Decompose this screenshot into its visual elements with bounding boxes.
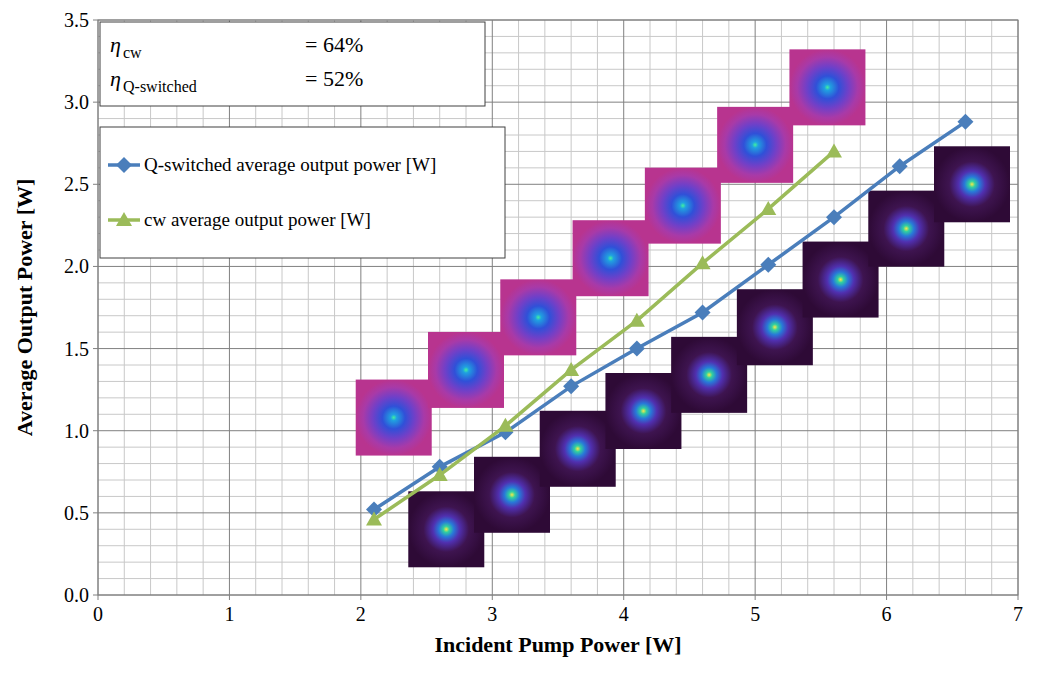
plot-frame bbox=[98, 20, 1018, 595]
tick-label: 3 bbox=[487, 603, 497, 625]
axis-title: Average Output Power [W] bbox=[12, 179, 37, 437]
data-point bbox=[497, 418, 513, 432]
data-point bbox=[563, 378, 579, 394]
tick-mark bbox=[1018, 595, 1019, 600]
data-point bbox=[366, 511, 382, 525]
data-point bbox=[695, 255, 711, 269]
grid bbox=[98, 20, 1018, 595]
tick-mark bbox=[93, 102, 98, 103]
annotation-symbol: η bbox=[110, 32, 121, 57]
annotation-symbol: η bbox=[110, 66, 121, 91]
beam-profile bbox=[868, 191, 944, 267]
data-point bbox=[957, 114, 973, 130]
tick-mark bbox=[93, 512, 98, 513]
data-point bbox=[760, 201, 776, 215]
tick-mark bbox=[93, 595, 98, 596]
tick-mark bbox=[93, 348, 98, 349]
tick-mark bbox=[755, 595, 756, 600]
data-point bbox=[432, 467, 448, 481]
beam-profile bbox=[803, 242, 879, 318]
tick-mark bbox=[93, 20, 98, 21]
beam-profile bbox=[717, 107, 793, 183]
data-point bbox=[629, 313, 645, 327]
axis-title: Incident Pump Power [W] bbox=[434, 632, 681, 657]
minor-grid-line bbox=[98, 496, 1018, 497]
tick-label: 2.5 bbox=[64, 173, 89, 195]
tick-mark bbox=[93, 266, 98, 267]
annotation-subscript: Q-switched bbox=[123, 78, 197, 95]
data-point bbox=[695, 304, 711, 320]
minor-grid-line bbox=[98, 562, 1018, 563]
tick-label: 2 bbox=[356, 603, 366, 625]
legend-label: Q-switched average output power [W] bbox=[144, 154, 436, 175]
annotation-text: = 64% bbox=[305, 32, 363, 57]
grid-line bbox=[98, 512, 1018, 513]
tick-label: 0.5 bbox=[64, 502, 89, 524]
minor-grid-line bbox=[939, 20, 940, 595]
minor-grid-line bbox=[98, 118, 1018, 119]
tick-mark bbox=[886, 595, 887, 600]
beam-profile bbox=[428, 332, 504, 408]
minor-grid-line bbox=[728, 20, 729, 595]
beam-profile bbox=[789, 49, 865, 125]
beam-profile bbox=[356, 380, 432, 456]
tick-mark bbox=[93, 184, 98, 185]
tick-label: 3.5 bbox=[64, 9, 89, 31]
beam-profile bbox=[573, 220, 649, 296]
legend: Q-switched average output power [W] cw av… bbox=[100, 127, 505, 258]
minor-grid-line bbox=[991, 20, 992, 595]
legend-label: cw average output power [W] bbox=[144, 209, 371, 230]
minor-grid-line bbox=[597, 20, 598, 595]
data-point bbox=[826, 209, 842, 225]
minor-grid-line bbox=[98, 545, 1018, 546]
data-point bbox=[563, 362, 579, 376]
tick-label: 0 bbox=[93, 603, 103, 625]
tick-label: 4 bbox=[619, 603, 629, 625]
beam-profile bbox=[645, 168, 721, 244]
beam-profile bbox=[605, 373, 681, 449]
tick-mark bbox=[623, 595, 624, 600]
tick-mark bbox=[93, 430, 98, 431]
data-point bbox=[760, 257, 776, 273]
minor-grid-line bbox=[98, 365, 1018, 366]
beam-profile bbox=[540, 411, 616, 487]
tick-label: 1.0 bbox=[64, 420, 89, 442]
minor-grid-line bbox=[98, 529, 1018, 530]
tick-label: 5 bbox=[750, 603, 760, 625]
minor-grid-line bbox=[965, 20, 966, 595]
beam-profile bbox=[934, 146, 1010, 222]
tick-label: 2.0 bbox=[64, 255, 89, 277]
legend-frame bbox=[100, 127, 505, 258]
tick-mark bbox=[492, 595, 493, 600]
data-point bbox=[629, 341, 645, 357]
tick-label: 1.5 bbox=[64, 338, 89, 360]
tick-mark bbox=[229, 595, 230, 600]
annotation-box: ηcw= 64%ηQ-switched= 52% bbox=[100, 22, 485, 106]
beam-profile bbox=[671, 337, 747, 413]
beam-profile bbox=[500, 279, 576, 355]
minor-grid-line bbox=[98, 578, 1018, 579]
data-point bbox=[892, 158, 908, 174]
annotation-frame bbox=[100, 22, 485, 106]
tick-label: 1 bbox=[224, 603, 234, 625]
annotation-subscript: cw bbox=[123, 44, 142, 61]
tick-mark bbox=[98, 595, 99, 600]
minor-grid-line bbox=[676, 20, 677, 595]
legend-marker bbox=[116, 212, 132, 226]
tick-mark bbox=[360, 595, 361, 600]
minor-grid-line bbox=[912, 20, 913, 595]
tick-label: 7 bbox=[1013, 603, 1023, 625]
data-point bbox=[826, 143, 842, 157]
grid-line bbox=[623, 20, 624, 595]
beam-profile bbox=[737, 289, 813, 365]
annotation-text: = 52% bbox=[305, 66, 363, 91]
beam-profile bbox=[408, 491, 484, 567]
tick-label: 3.0 bbox=[64, 91, 89, 113]
tick-label: 6 bbox=[882, 603, 892, 625]
chart: 0 1 2 3 4 5 6 7 0.0 0.5 1.0 1.5 2.0 2.5 3.0 3.5 Incident… bbox=[0, 0, 1051, 673]
beam-profile bbox=[474, 457, 550, 533]
tick-label: 0.0 bbox=[64, 584, 89, 606]
legend-marker bbox=[116, 157, 132, 173]
grid-line bbox=[886, 20, 887, 595]
